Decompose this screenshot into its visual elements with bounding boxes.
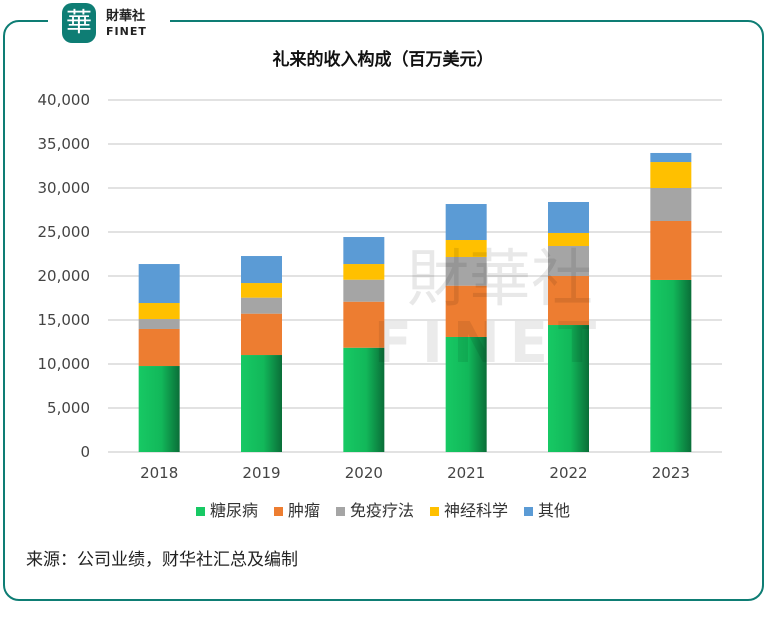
legend-item: 其他 [524,497,570,521]
bar-segment-2022-3 [548,232,589,246]
legend-swatch [430,507,439,516]
legend-label: 糖尿病 [209,501,258,520]
bar-segment-2023-2 [650,188,692,221]
bar-segment-2021-4 [445,204,487,241]
bar-segment-2019-2 [241,297,282,314]
legend-swatch [273,507,283,516]
y-tick-label: 10,000 [38,355,91,373]
bar-segment-2019-1 [241,313,282,356]
watermark-en: FINET [374,311,606,376]
chart-frame [3,20,764,601]
y-tick-label: 40,000 [38,91,91,109]
x-tick-label: 2022 [549,464,587,482]
legend-item: 神经科学 [430,497,508,521]
bar-segment-2018-1 [138,328,180,367]
bar-segment-2020-1 [343,301,385,348]
bar-segment-2019-4 [241,256,282,284]
bar-segment-2019-0 [241,355,282,452]
bar-segment-2020-0 [343,347,385,452]
legend-label: 神经科学 [444,501,509,520]
x-tick-label: 2019 [242,464,280,482]
x-tick-label: 2023 [652,464,690,482]
bar-segment-2022-1 [548,276,589,326]
legend-item: 免疫疗法 [335,497,414,521]
x-tick-label: 2021 [447,464,485,482]
chart-legend: 糖尿病 肿瘤 免疫疗法 神经科学 其他 [0,497,766,521]
bar-segment-2022-0 [548,325,589,452]
x-tick-label: 2018 [140,464,178,482]
x-tick-label: 2020 [345,464,383,482]
bar-segment-2023-0 [650,279,692,452]
bar-segment-2021-1 [445,285,487,337]
bar-segment-2023-3 [650,162,692,188]
bar-segment-2018-4 [138,264,180,304]
brand-name-cn: 財華社 [106,9,146,24]
bar-segment-2021-3 [445,240,487,257]
legend-label: 肿瘤 [287,501,320,520]
chart-title: 礼来的收入构成（百万美元） [272,50,494,70]
y-tick-label: 0 [80,443,90,461]
brand-name-en: FINET [106,25,147,38]
source-note: 来源：公司业绩，财华社汇总及编制 [26,550,298,570]
bar-segment-2023-1 [650,221,692,280]
y-tick-label: 30,000 [38,179,91,197]
bar-segment-2021-2 [445,256,487,286]
bar-segment-2018-2 [138,319,180,329]
bar-segment-2020-3 [343,264,385,280]
y-tick-label: 5,000 [47,399,90,417]
legend-item: 肿瘤 [273,497,320,521]
y-tick-label: 35,000 [38,135,91,153]
watermark-cn: 財華社 [407,242,593,315]
bar-segment-2018-3 [138,303,180,320]
legend-swatch [195,507,205,516]
legend-swatch [524,507,534,516]
y-tick-label: 15,000 [38,311,91,329]
bar-segment-2023-4 [650,152,692,163]
legend-label: 其他 [538,501,571,520]
bar-segment-2022-2 [548,245,589,276]
y-tick-label: 20,000 [38,267,91,285]
legend-item: 糖尿病 [195,497,258,521]
y-tick-label: 25,000 [38,223,91,241]
bar-segment-2018-0 [138,366,180,452]
bar-segment-2020-4 [343,237,385,265]
bar-segment-2021-0 [445,336,487,452]
bar-segment-2020-2 [343,279,385,302]
finet-seal-logo: 華 [62,3,96,43]
legend-label: 免疫疗法 [349,501,414,520]
bar-segment-2022-4 [548,201,589,233]
bar-segment-2019-3 [241,283,282,298]
legend-swatch [335,507,345,516]
